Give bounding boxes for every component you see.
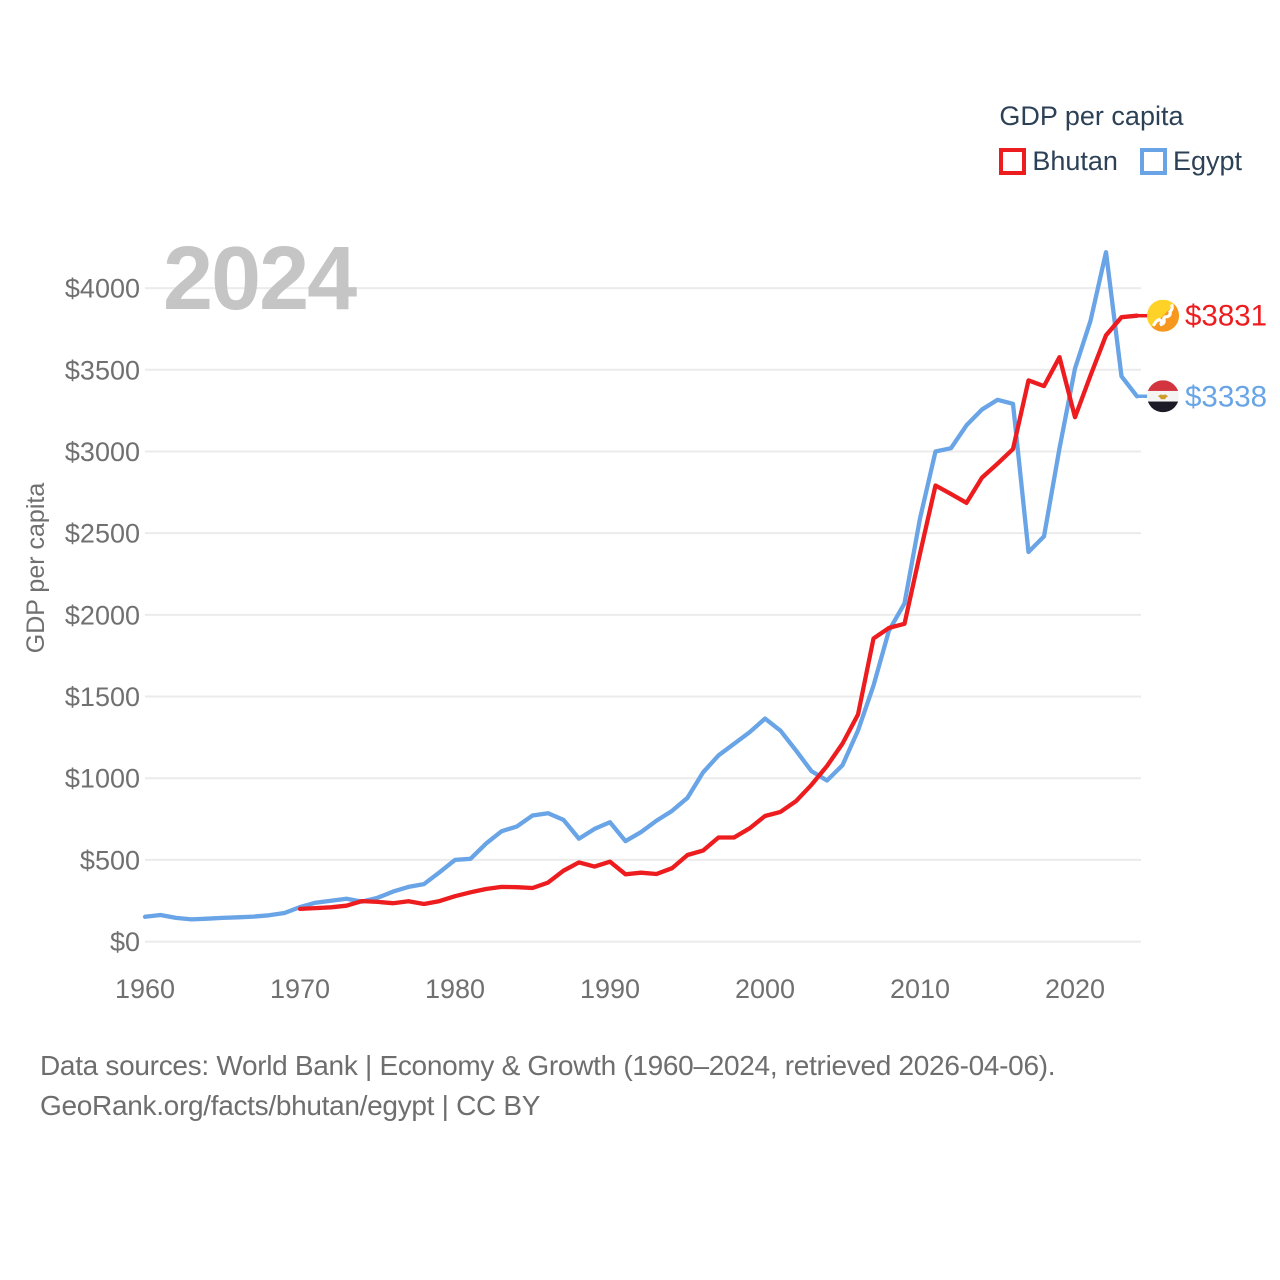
legend: GDP per capita Bhutan Egypt [999, 101, 1242, 177]
egypt-flag-icon [1147, 380, 1179, 413]
footer-line-2: GeoRank.org/facts/bhutan/egypt | CC BY [40, 1090, 541, 1121]
x-tick-label-1990: 1990 [580, 974, 640, 1004]
y-tick-label-2000: $2000 [65, 600, 140, 630]
egypt-flag-marker [1147, 380, 1179, 413]
legend-items: Bhutan Egypt [999, 146, 1242, 177]
year-watermark: 2024 [163, 229, 357, 329]
egypt-line [142, 250, 1140, 922]
y-tick-label-1000: $1000 [65, 764, 140, 794]
bhutan-line [297, 313, 1140, 912]
x-tick-label-2020: 2020 [1045, 974, 1105, 1004]
bhutan-end-label: $3831 [1185, 300, 1267, 333]
legend-label-egypt: Egypt [1172, 146, 1242, 176]
bhutan-flag-marker [1147, 299, 1179, 332]
x-tick-label-1960: 1960 [115, 974, 175, 1004]
x-tick-label-2000: 2000 [735, 974, 795, 1004]
y-tick-label-0: $0 [110, 927, 140, 957]
x-tick-label-1970: 1970 [270, 974, 330, 1004]
series-layer [142, 250, 1140, 922]
data-source-footer: Data sources: World Bank | Economy & Gro… [40, 1046, 1056, 1126]
bhutan-swatch-icon [999, 148, 1027, 175]
egypt-swatch-icon [1139, 148, 1167, 175]
footer-line-1: Data sources: World Bank | Economy & Gro… [40, 1050, 1056, 1081]
y-tick-label-2500: $2500 [65, 519, 140, 549]
legend-title: GDP per capita [999, 101, 1184, 131]
y-axis-title: GDP per capita [22, 483, 50, 654]
y-tick-label-500: $500 [80, 845, 140, 875]
annotation-layer: $3338 $3831 [1137, 299, 1267, 413]
x-tick-label-2010: 2010 [890, 974, 950, 1004]
grid-layer: $0 $500 $1000 $1500 $2000 $2500 $3000 $3500 $400… [65, 274, 1141, 1004]
x-tick-label-1980: 1980 [425, 974, 485, 1004]
y-tick-label-3000: $3000 [65, 437, 140, 467]
y-tick-label-1500: $1500 [65, 682, 140, 712]
y-tick-label-4000: $4000 [65, 274, 140, 304]
egypt-end-label: $3338 [1185, 380, 1267, 413]
legend-label-bhutan: Bhutan [1032, 146, 1118, 176]
legend-item-egypt[interactable]: Egypt [1139, 146, 1242, 177]
bhutan-flag-icon [1147, 299, 1179, 332]
legend-item-bhutan[interactable]: Bhutan [999, 146, 1118, 177]
y-tick-label-3500: $3500 [65, 355, 140, 385]
